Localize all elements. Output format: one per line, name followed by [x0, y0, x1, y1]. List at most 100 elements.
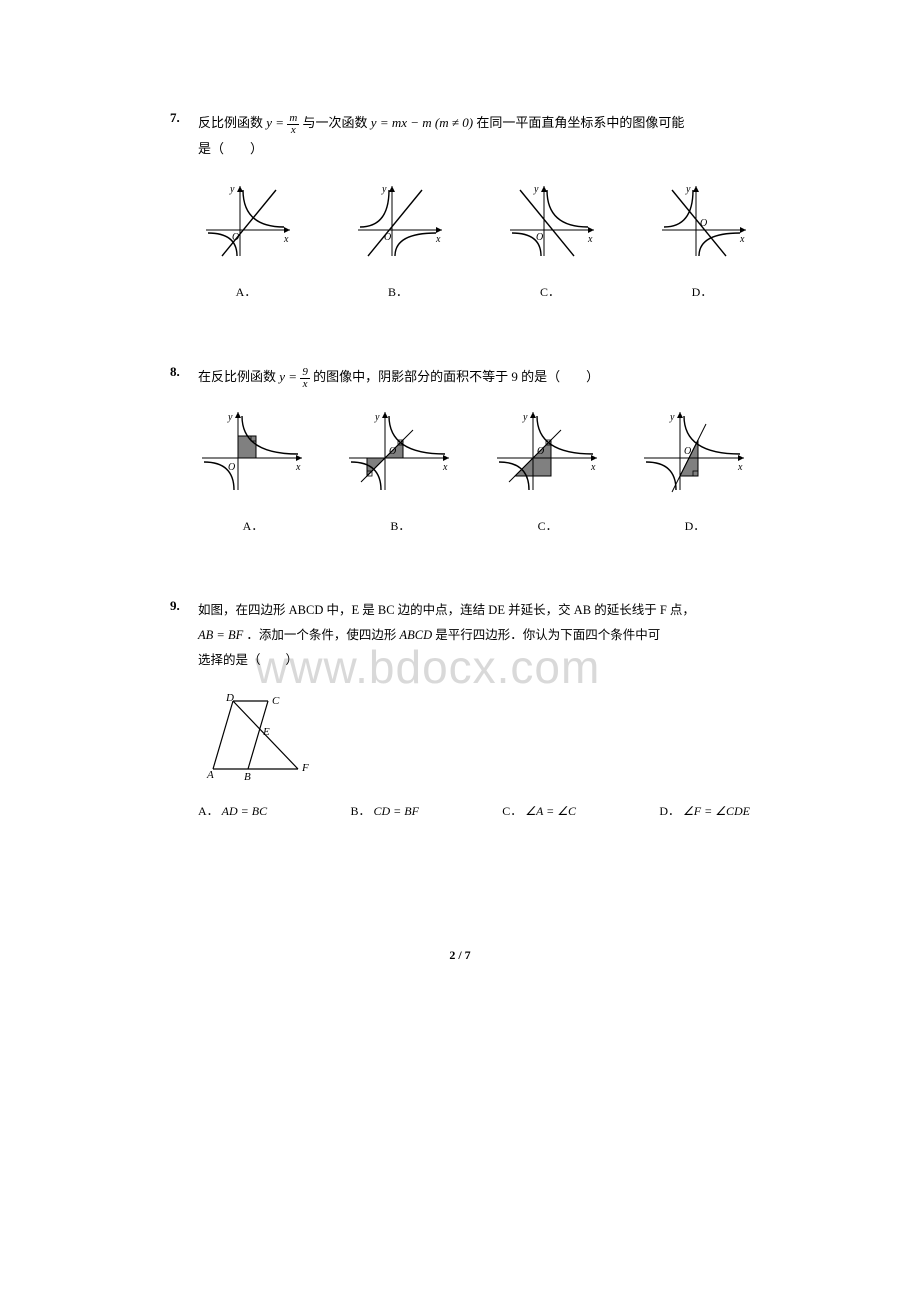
q7-fig-A: x y O A． [198, 180, 294, 304]
question-8: 8. 在反比例函数 y = 9 x 的图像中，阴影部分的面积不等于 9 的是（ … [170, 364, 750, 548]
q9-number: 9. [170, 598, 198, 823]
svg-text:y: y [522, 412, 528, 423]
q7-label-A: A． [198, 280, 294, 304]
q8-text-pre: 在反比例函数 [198, 369, 279, 384]
q9-optD-text: ∠F = ∠CDE [683, 804, 750, 818]
q7-stem-line2: 是（ ） [198, 136, 750, 162]
svg-text:y: y [229, 184, 235, 195]
q9-opt-A: A． AD = BC [198, 799, 267, 823]
q8-label-A: A． [198, 514, 308, 538]
q7-text-post: 在同一平面直角坐标系中的图像可能 [476, 115, 684, 130]
q8-fig-A: x y O A． [198, 408, 308, 538]
q8-fig-D: x y O D． [640, 408, 750, 538]
q9-line2: AB = BF ．添加一个条件，使四边形 ABCD 是平行四边形．你认为下面四个… [198, 623, 750, 648]
q8-eq1-lhs: y [279, 369, 285, 384]
q9-line3: 选择的是（ ） [198, 648, 750, 673]
svg-text:x: x [737, 462, 743, 473]
svg-text:B: B [244, 771, 251, 781]
svg-text:O: O [384, 232, 391, 243]
q8-fig-B: x y O B． [345, 408, 455, 538]
q9-abbf: AB = BF [198, 628, 243, 642]
q7-fig-C: x y O C． [502, 180, 598, 304]
q8-label-B: B． [345, 514, 455, 538]
svg-text:F: F [301, 762, 309, 774]
q8-eq1-num: 9 [300, 367, 310, 379]
q9-line1: 如图，在四边形 ABCD 中，E 是 BC 边的中点，连结 DE 并延长，交 A… [198, 598, 750, 623]
q9-figure: D C E A B F [198, 691, 750, 781]
q8-label-C: C． [493, 514, 603, 538]
q7-fig-D: x y O D． [654, 180, 750, 304]
q7-svg-A: x y O [198, 180, 294, 260]
q8-svg-A: x y O [198, 408, 308, 494]
q9-options: A． AD = BC B． CD = BF C． ∠A = ∠C D． ∠F =… [198, 799, 750, 823]
q8-svg-C: x y O [493, 408, 603, 494]
svg-text:x: x [283, 234, 289, 245]
q7-body: 反比例函数 y = m x 与一次函数 y = mx − m (m ≠ 0) 在… [198, 110, 750, 314]
q7-text-pre: 反比例函数 [198, 115, 266, 130]
q9-line2-rest: ．添加一个条件，使四边形 ABCD 是平行四边形．你认为下面四个条件中可 [246, 628, 660, 642]
q7-eq1-frac: m x [287, 113, 299, 136]
q8-fig-C: x y O C． [493, 408, 603, 538]
svg-text:y: y [669, 412, 675, 423]
q7-label-D: D． [654, 280, 750, 304]
q7-text-mid: 与一次函数 [303, 115, 371, 130]
question-7: 7. 反比例函数 y = m x 与一次函数 y = mx − m (m ≠ 0… [170, 110, 750, 314]
q8-text-post: 的图像中，阴影部分的面积不等于 9 的是（ ） [313, 369, 599, 384]
q7-svg-B: x y O [350, 180, 446, 260]
q8-eq1-den: x [300, 379, 310, 390]
question-9: 9. 如图，在四边形 ABCD 中，E 是 BC 边的中点，连结 DE 并延长，… [170, 598, 750, 823]
q8-eq-sign: = [288, 369, 300, 384]
q7-label-C: C． [502, 280, 598, 304]
q7-eq1-num: m [287, 113, 299, 125]
svg-text:D: D [225, 692, 234, 704]
svg-text:A: A [206, 769, 214, 781]
q9-optA-text: AD = BC [222, 804, 267, 818]
svg-text:C: C [272, 695, 280, 707]
q7-eq1-lhs: y [266, 115, 272, 130]
q9-opt-B: B． CD = BF [350, 799, 418, 823]
q9-optB-label: B． [350, 804, 370, 818]
q8-number: 8. [170, 364, 198, 548]
page-content: 7. 反比例函数 y = m x 与一次函数 y = mx − m (m ≠ 0… [0, 0, 920, 933]
q7-svg-D: x y O [654, 180, 750, 260]
svg-text:x: x [587, 234, 593, 245]
q9-svg: D C E A B F [198, 691, 338, 781]
q7-svg-C: x y O [502, 180, 598, 260]
q9-optA-label: A． [198, 804, 219, 818]
q9-optD-label: D． [659, 804, 680, 818]
q9-body: 如图，在四边形 ABCD 中，E 是 BC 边的中点，连结 DE 并延长，交 A… [198, 598, 750, 823]
q9-opt-C: C． ∠A = ∠C [502, 799, 576, 823]
q7-eq2: y = mx − m (m ≠ 0) [371, 115, 473, 130]
q8-eq1-frac: 9 x [300, 367, 310, 390]
q7-eq-sign: = [275, 115, 287, 130]
q7-figures: x y O A． x [198, 180, 750, 304]
q8-figures: x y O A． [198, 408, 750, 538]
q7-fig-B: x y O B． [350, 180, 446, 304]
svg-text:y: y [374, 412, 380, 423]
svg-text:O: O [700, 218, 707, 229]
svg-text:x: x [590, 462, 596, 473]
q9-optB-text: CD = BF [373, 804, 418, 818]
q7-label-B: B． [350, 280, 446, 304]
svg-text:x: x [739, 234, 745, 245]
page-footer: 2 / 7 [0, 948, 920, 963]
svg-text:y: y [381, 184, 387, 195]
svg-text:x: x [442, 462, 448, 473]
q9-optC-text: ∠A = ∠C [525, 804, 576, 818]
q8-body: 在反比例函数 y = 9 x 的图像中，阴影部分的面积不等于 9 的是（ ） [198, 364, 750, 548]
q7-stem: 反比例函数 y = m x 与一次函数 y = mx − m (m ≠ 0) 在… [198, 110, 750, 136]
q9-opt-D: D． ∠F = ∠CDE [659, 799, 750, 823]
svg-text:x: x [295, 462, 301, 473]
svg-text:x: x [435, 234, 441, 245]
q9-optC-label: C． [502, 804, 522, 818]
svg-text:y: y [533, 184, 539, 195]
q8-label-D: D． [640, 514, 750, 538]
q7-number: 7. [170, 110, 198, 314]
svg-text:y: y [227, 412, 233, 423]
svg-text:E: E [262, 726, 270, 738]
q8-stem: 在反比例函数 y = 9 x 的图像中，阴影部分的面积不等于 9 的是（ ） [198, 364, 750, 390]
q8-svg-B: x y O [345, 408, 455, 494]
q7-eq1-den: x [287, 125, 299, 136]
svg-text:y: y [685, 184, 691, 195]
q8-svg-D: x y O [640, 408, 750, 494]
